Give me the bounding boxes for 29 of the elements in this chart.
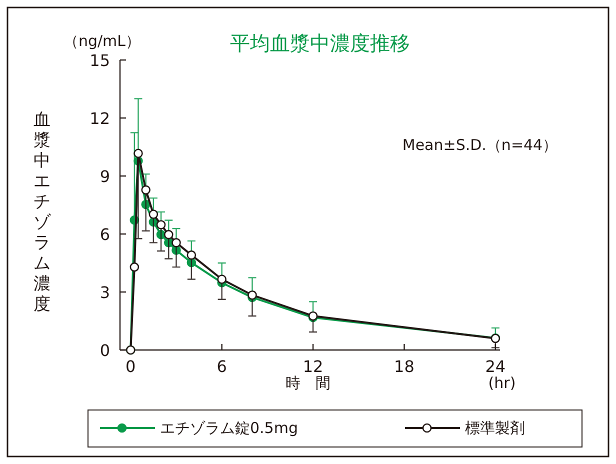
- x-tick-label: 0: [126, 357, 136, 376]
- y-tick-label: 0: [100, 341, 110, 360]
- point: [148, 210, 158, 219]
- text: (hr): [488, 374, 516, 392]
- point: [141, 185, 150, 195]
- point: [156, 220, 166, 230]
- y-tick-label: 3: [100, 283, 110, 302]
- x-tick-label: 18: [394, 357, 414, 376]
- point: [134, 148, 143, 158]
- text: （ng/mL）: [63, 32, 141, 50]
- x-axis-title: 時 間: [286, 374, 330, 392]
- point: [186, 250, 196, 260]
- text: 血漿中エチゾラム濃度: [34, 110, 50, 314]
- annotation: Mean±S.D.（n=44）: [402, 136, 558, 154]
- point: [172, 238, 181, 248]
- point: [217, 274, 226, 284]
- legend-label: 標準製剤: [465, 419, 525, 437]
- x-tick-label: 24: [485, 357, 506, 376]
- legend-label: エチゾラム錠0.5mg: [160, 419, 298, 437]
- y-tick-label: 12: [90, 109, 110, 128]
- point: [130, 262, 140, 272]
- y-tick-label: 9: [100, 167, 110, 186]
- point: [164, 230, 174, 240]
- chart-title: 平均血漿中濃度推移: [230, 31, 410, 55]
- point: [248, 290, 257, 300]
- y-tick-label: 6: [100, 225, 110, 244]
- x-tick-label: 6: [216, 357, 227, 376]
- x-tick-label: 12: [302, 357, 324, 376]
- y-tick-label: 15: [90, 51, 110, 70]
